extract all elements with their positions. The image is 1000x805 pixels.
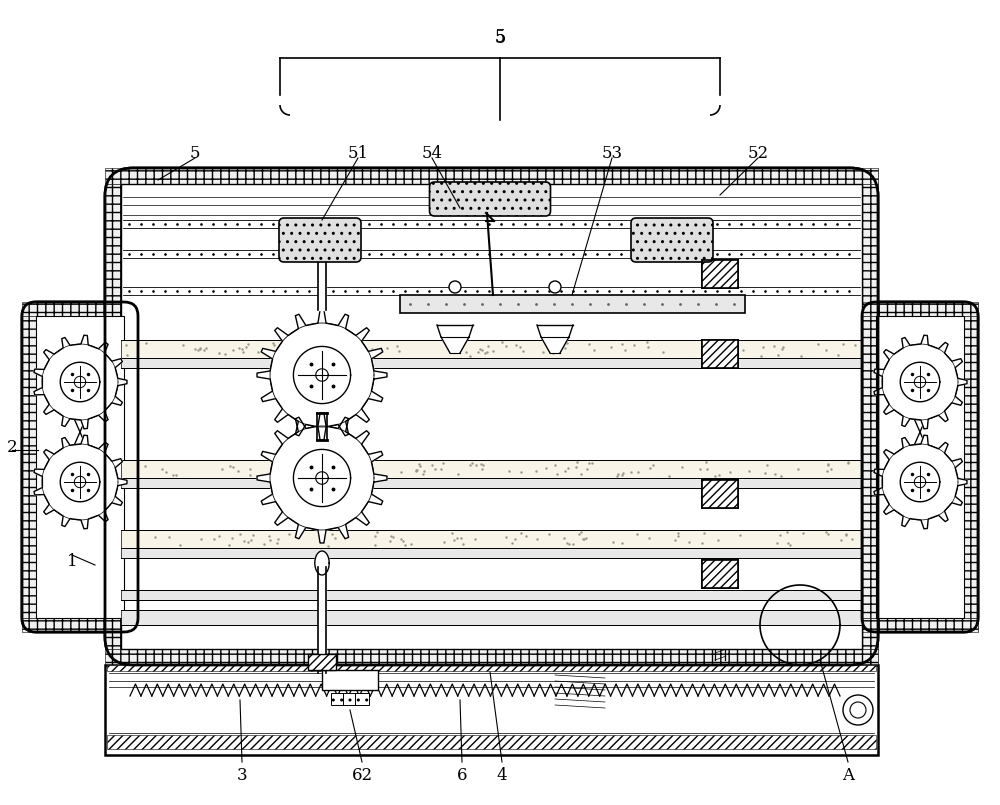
FancyBboxPatch shape	[862, 302, 978, 632]
Bar	[121, 530, 862, 548]
Polygon shape	[257, 310, 387, 440]
Bar	[355, 693, 369, 705]
Polygon shape	[437, 325, 473, 337]
Bar	[121, 460, 862, 478]
Polygon shape	[270, 426, 374, 530]
Bar	[702, 480, 738, 508]
Bar	[862, 184, 878, 649]
Bar	[702, 260, 738, 288]
Bar	[862, 316, 876, 618]
Text: 5: 5	[494, 29, 506, 47]
Text: 4: 4	[497, 766, 507, 783]
Polygon shape	[293, 346, 351, 403]
Polygon shape	[257, 413, 387, 543]
Polygon shape	[74, 477, 86, 488]
Bar	[343, 693, 357, 705]
Bar	[400, 295, 745, 313]
Text: 2: 2	[7, 440, 17, 456]
Text: 51: 51	[347, 145, 369, 162]
Polygon shape	[34, 335, 127, 429]
Circle shape	[449, 281, 461, 293]
Bar	[22, 302, 138, 316]
Polygon shape	[316, 369, 328, 382]
Bar	[121, 184, 862, 649]
Bar	[308, 654, 336, 670]
Polygon shape	[900, 362, 940, 402]
Polygon shape	[315, 551, 329, 575]
Polygon shape	[60, 462, 100, 502]
Bar	[105, 184, 121, 649]
Text: 6: 6	[457, 766, 467, 783]
Bar	[862, 302, 978, 316]
Bar	[121, 590, 862, 600]
Polygon shape	[74, 376, 86, 388]
Bar	[105, 665, 878, 755]
Bar	[22, 316, 36, 618]
Polygon shape	[900, 462, 940, 502]
Text: 3: 3	[237, 766, 247, 783]
Text: 53: 53	[601, 145, 623, 162]
Bar	[702, 560, 738, 588]
FancyBboxPatch shape	[279, 218, 361, 262]
Polygon shape	[874, 436, 967, 529]
FancyBboxPatch shape	[631, 218, 713, 262]
Polygon shape	[318, 567, 326, 660]
Bar	[322, 670, 378, 690]
Bar	[964, 316, 978, 618]
Bar	[702, 560, 738, 588]
Polygon shape	[318, 260, 326, 310]
Polygon shape	[914, 376, 926, 388]
Bar	[121, 478, 862, 488]
Bar	[105, 649, 878, 665]
Text: 52: 52	[747, 145, 769, 162]
Polygon shape	[34, 436, 127, 529]
Bar	[121, 610, 862, 625]
Bar	[331, 693, 345, 705]
Circle shape	[843, 695, 873, 725]
Text: 1: 1	[67, 554, 77, 571]
FancyBboxPatch shape	[22, 302, 138, 632]
FancyBboxPatch shape	[105, 168, 878, 665]
Bar	[22, 618, 138, 632]
Polygon shape	[874, 335, 967, 429]
FancyBboxPatch shape	[430, 182, 550, 216]
Bar	[121, 548, 862, 558]
Bar	[702, 480, 738, 508]
Polygon shape	[317, 413, 327, 440]
Bar	[121, 340, 862, 358]
Polygon shape	[537, 325, 573, 337]
Bar	[121, 358, 862, 368]
Text: 5: 5	[190, 145, 200, 162]
Text: 62: 62	[351, 766, 373, 783]
Polygon shape	[441, 337, 469, 353]
Text: 5: 5	[495, 30, 505, 47]
Bar	[105, 168, 878, 184]
Polygon shape	[270, 323, 374, 427]
Bar	[36, 316, 124, 618]
Polygon shape	[293, 449, 351, 506]
Bar	[107, 735, 876, 749]
Bar	[107, 665, 876, 671]
Bar	[702, 340, 738, 368]
Text: 54: 54	[421, 145, 443, 162]
Bar	[702, 340, 738, 368]
Polygon shape	[914, 477, 926, 488]
Text: A: A	[842, 766, 854, 783]
Bar	[702, 260, 738, 288]
Polygon shape	[316, 472, 328, 485]
Polygon shape	[541, 337, 569, 353]
Circle shape	[549, 281, 561, 293]
Bar	[876, 316, 964, 618]
Circle shape	[850, 702, 866, 718]
Bar	[124, 316, 138, 618]
Bar	[862, 618, 978, 632]
Polygon shape	[60, 362, 100, 402]
